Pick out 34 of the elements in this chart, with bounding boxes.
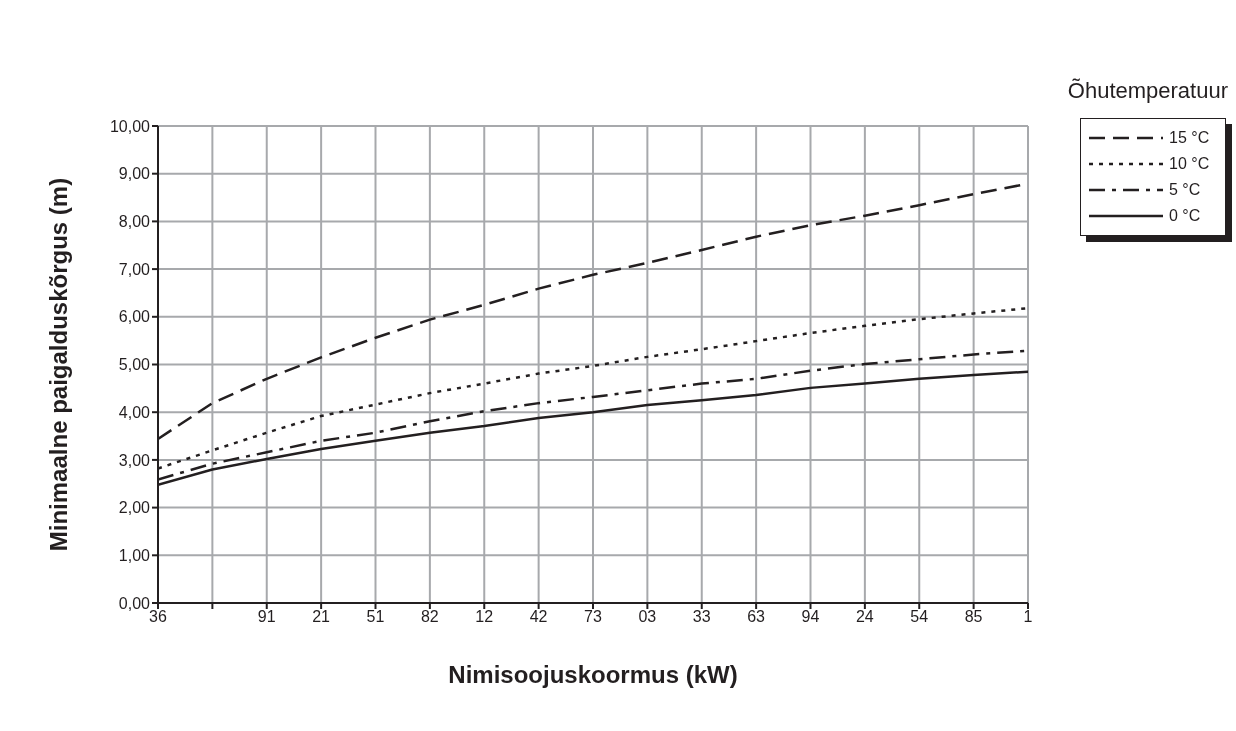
x-tick-label: 91 [257, 608, 276, 626]
y-tick-label: 7,00 [118, 260, 151, 278]
x-tick-label: 82 [420, 608, 439, 626]
x-axis-title: Nimisoojuskoormus (kW) [448, 661, 738, 688]
y-tick-label: 10,00 [109, 117, 151, 135]
x-tick-label: 12 [475, 608, 494, 626]
y-tick-label: 1,00 [118, 546, 151, 564]
x-tick-label: 94 [801, 608, 820, 626]
y-tick-label: 0,00 [118, 594, 151, 612]
y-tick-label: 4,00 [118, 403, 151, 421]
y-tick-label: 2,00 [118, 499, 151, 517]
x-tick-label: 54 [910, 608, 929, 626]
x-tick-label: 24 [855, 608, 874, 626]
y-tick-label: 5,00 [118, 356, 151, 374]
y-tick-label: 3,00 [118, 451, 151, 469]
x-tick-label: 36 [149, 608, 167, 626]
x-tick-label: 51 [366, 608, 385, 626]
legend-title: Õhutemperatuur [1066, 78, 1228, 104]
x-tick-label: 1 [1023, 608, 1033, 626]
legend-label: 0 °C [1169, 207, 1201, 225]
x-tick-label: 21 [312, 608, 331, 626]
legend-label: 5 °C [1169, 181, 1201, 199]
x-tick-label: 33 [692, 608, 711, 626]
x-tick-label: 73 [584, 608, 602, 626]
x-tick-label: 85 [964, 608, 983, 626]
x-tick-label: 63 [747, 608, 766, 626]
y-axis-title: Minimaalne paigalduskõrgus (m) [44, 177, 72, 552]
y-tick-label: 6,00 [118, 308, 151, 326]
y-tick-label: 9,00 [118, 165, 151, 183]
legend-label: 15 °C [1169, 129, 1210, 147]
x-tick-label: 42 [529, 608, 548, 626]
x-tick-label: 03 [638, 608, 657, 626]
legend-label: 10 °C [1169, 155, 1210, 173]
y-tick-label: 8,00 [118, 213, 151, 231]
